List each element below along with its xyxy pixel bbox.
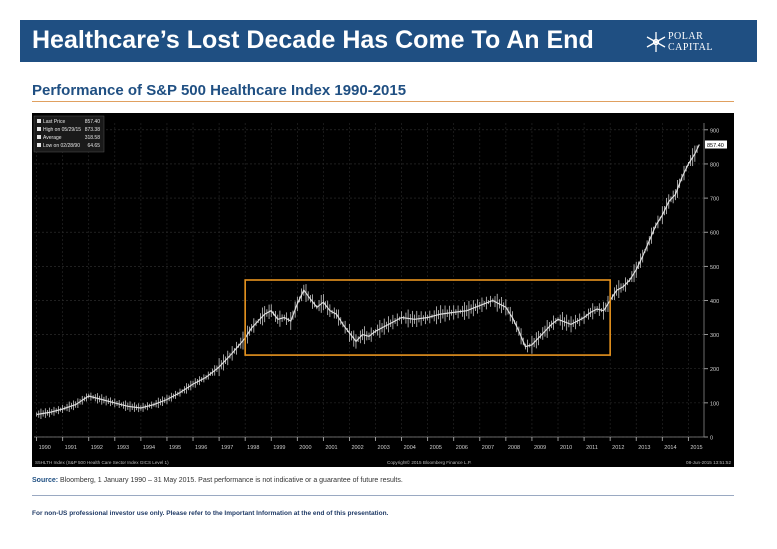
x-tick-label: 1994 [143, 445, 155, 451]
index-description: S5HLTH Index (S&P 500 Health Care Sector… [35, 460, 169, 465]
x-tick-label: 2003 [378, 445, 390, 451]
x-tick-label: 2000 [299, 445, 311, 451]
legend-value: 857.40 [85, 119, 101, 125]
footer-disclaimer: For non-US professional investor use onl… [32, 510, 389, 517]
x-tick-label: 2004 [404, 445, 416, 451]
last-price-label: 857.40 [707, 143, 724, 149]
y-tick-label: 200 [710, 367, 719, 373]
legend-swatch [37, 143, 41, 147]
copyright-text: Copyright© 2015 Bloomberg Finance L.P. [387, 459, 472, 465]
x-tick-label: 2006 [456, 445, 468, 451]
legend-box [33, 115, 105, 153]
x-tick-label: 2001 [325, 445, 337, 451]
legend-label: High on 05/29/15 [43, 127, 81, 133]
y-tick-label: 300 [710, 333, 719, 339]
logo-line-1: POLAR [668, 31, 704, 42]
legend-swatch [37, 119, 41, 123]
y-tick-label: 400 [710, 299, 719, 305]
x-tick-label: 1992 [91, 445, 103, 451]
y-tick-label: 500 [710, 265, 719, 271]
x-tick-label: 1996 [195, 445, 207, 451]
timestamp-text: 08-Jun-2015 13:51:52 [686, 460, 731, 465]
page-title: Healthcare’s Lost Decade Has Come To An … [32, 26, 594, 54]
snowflake-icon [646, 32, 666, 52]
chart-panel: 0 100 200 300 400 500 600 700 800 900 1990 1991 1992… [32, 113, 734, 467]
logo-line-2: CAPITAL [668, 42, 713, 53]
x-tick-label: 1993 [117, 445, 129, 451]
x-tick-label: 2002 [351, 445, 363, 451]
x-tick-label: 2015 [690, 445, 702, 451]
legend-label: Average [43, 135, 62, 141]
x-tick-label: 2010 [560, 445, 572, 451]
polar-capital-logo: POLAR CAPITAL [645, 26, 755, 58]
x-tick-label: 2013 [638, 445, 650, 451]
source-label: Source: [32, 477, 59, 484]
x-tick-label: 2012 [612, 445, 624, 451]
y-tick-label: 600 [710, 231, 719, 237]
x-tick-label: 1999 [273, 445, 285, 451]
y-tick-label: 700 [710, 197, 719, 203]
x-tick-label: 1997 [221, 445, 233, 451]
y-tick-label: 800 [710, 162, 719, 168]
legend-swatch [37, 135, 41, 139]
x-tick-label: 1991 [65, 445, 77, 451]
legend-value: 318.58 [85, 135, 101, 141]
x-tick-label: 2008 [508, 445, 520, 451]
x-tick-label: 1998 [247, 445, 259, 451]
y-tick-label: 900 [710, 128, 719, 134]
legend-label: Last Price [43, 119, 65, 125]
x-tick-label: 2007 [482, 445, 494, 451]
legend-value: 873.38 [85, 127, 101, 133]
legend-label: Low on 02/28/90 [43, 143, 80, 149]
source-text: Bloomberg, 1 January 1990 – 31 May 2015.… [60, 477, 403, 484]
legend-value: 64.65 [87, 143, 100, 149]
x-tick-label: 1995 [169, 445, 181, 451]
price-chart: 0 100 200 300 400 500 600 700 800 900 1990 1991 1992… [33, 115, 731, 465]
y-tick-label: 0 [710, 436, 713, 442]
footer-divider [32, 495, 734, 496]
x-tick-label: 2009 [534, 445, 546, 451]
y-tick-label: 100 [710, 401, 719, 407]
x-tick-label: 2005 [430, 445, 442, 451]
legend-swatch [37, 127, 41, 131]
x-tick-label: 2014 [664, 445, 676, 451]
x-tick-label: 2011 [586, 445, 598, 451]
chart-subtitle: Performance of S&P 500 Healthcare Index … [32, 82, 407, 99]
header-banner: Healthcare’s Lost Decade Has Come To An … [20, 20, 757, 62]
x-tick-label: 1990 [39, 445, 51, 451]
highlight-box [244, 279, 611, 356]
source-note: Source: Bloomberg, 1 January 1990 – 31 M… [32, 477, 403, 484]
last-price-marker [705, 140, 727, 149]
subtitle-divider [32, 101, 734, 102]
